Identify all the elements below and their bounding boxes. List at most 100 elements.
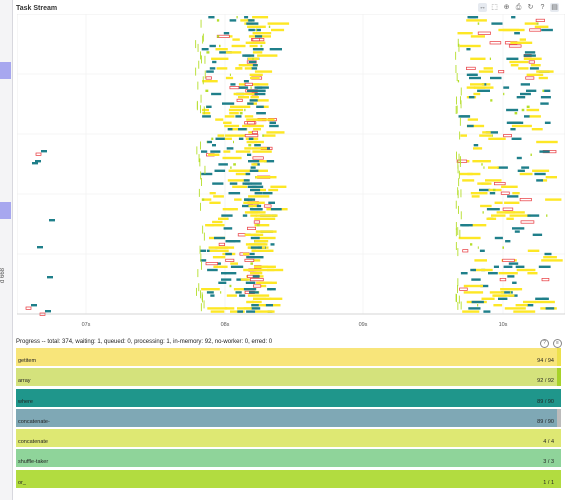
task-rect [251, 304, 268, 307]
task-rect [477, 89, 490, 92]
task-rect [225, 76, 234, 80]
progress-help-icon[interactable]: ? [540, 339, 549, 348]
task-rect [535, 18, 545, 22]
task-rect [255, 28, 261, 32]
task-rect [460, 100, 462, 109]
task-rect [200, 171, 202, 180]
task-rect [249, 99, 269, 102]
progress-bar-shuffle-taker[interactable]: shuffle-taker 3 / 3 [16, 449, 561, 468]
task-rect [458, 43, 460, 52]
task-rect [489, 41, 502, 45]
pan-icon[interactable]: ↔ [478, 3, 487, 12]
task-rect [244, 182, 252, 185]
task-rect [256, 224, 260, 227]
task-rect [511, 16, 516, 19]
task-rect [198, 283, 200, 292]
hover-icon[interactable]: ▤ [550, 3, 559, 12]
task-stream-canvas[interactable]: 07s 08s 09s 10s [16, 13, 566, 332]
help-icon[interactable]: ? [540, 4, 545, 11]
progress-task-name: concatenate [18, 439, 48, 446]
task-rect [25, 306, 32, 310]
task-rect [247, 153, 252, 156]
task-rect [248, 19, 255, 22]
task-rect [204, 55, 206, 64]
task-rect [252, 118, 275, 121]
task-rect [256, 86, 269, 89]
task-rect [253, 160, 267, 163]
task-bars [25, 16, 563, 316]
task-rect [538, 265, 551, 268]
box-zoom-icon[interactable]: ⬚ [491, 4, 498, 11]
task-rect [459, 159, 461, 167]
task-rect [506, 121, 520, 124]
task-rect [221, 214, 233, 217]
task-rect [229, 86, 240, 90]
task-rect [478, 70, 494, 73]
task-rect [249, 243, 266, 246]
task-rect [249, 99, 258, 102]
task-rect [199, 245, 201, 254]
task-rect [545, 307, 555, 310]
task-rect [463, 284, 483, 288]
task-stream-toolbar: ↔ ⬚ ⊕ ⎙ ↻ ? ▤ [478, 3, 559, 12]
task-rect [477, 304, 479, 307]
task-rect [252, 32, 262, 35]
task-rect [229, 182, 238, 185]
task-rect [256, 204, 262, 208]
task-rect [256, 112, 266, 115]
progress-bar-concatenate[interactable]: concatenate 4 / 4 [16, 429, 561, 448]
wheel-zoom-icon[interactable]: ⊕ [503, 4, 510, 11]
task-rect [491, 134, 493, 137]
task-rect [459, 44, 481, 48]
save-icon[interactable]: ⎙ [515, 4, 522, 11]
x-tick-label: 09s [359, 322, 368, 328]
task-rect [219, 51, 232, 54]
task-rect [269, 124, 279, 128]
task-rect [211, 57, 229, 60]
task-rect [223, 121, 232, 124]
x-axis-ticks: 07s 08s 09s 10s [82, 322, 508, 328]
task-rect [251, 249, 274, 252]
progress-bar-getitem[interactable]: getitem 94 / 94 [16, 348, 561, 366]
task-rect [458, 153, 460, 162]
task-rect [250, 262, 253, 265]
task-rect [254, 256, 264, 259]
task-rect [530, 64, 541, 67]
task-rect [248, 144, 252, 147]
task-rect [507, 275, 515, 278]
task-rect [230, 83, 236, 86]
task-rect [202, 35, 204, 44]
task-rect [250, 86, 252, 89]
task-rect [488, 137, 506, 140]
progress-bar-where[interactable]: where 89 / 90 [16, 388, 561, 407]
task-rect [516, 156, 522, 160]
progress-menu-icon[interactable]: ≡ [553, 339, 562, 348]
task-stream-plot[interactable]: 07s 08s 09s 10s [16, 13, 566, 332]
task-rect [201, 292, 203, 301]
task-rect [49, 219, 55, 222]
task-rect [463, 291, 484, 294]
task-rect [498, 272, 518, 275]
task-rect [212, 256, 226, 259]
task-rect [247, 121, 256, 125]
task-rect [237, 310, 243, 313]
task-rect [516, 96, 526, 99]
progress-bar-or[interactable]: or_ 1 / 1 [16, 469, 561, 488]
task-rect [498, 297, 508, 300]
progress-fill [16, 429, 557, 448]
task-rect [203, 106, 205, 115]
task-rect [457, 80, 460, 83]
task-rect [470, 35, 485, 38]
task-rect [251, 147, 267, 150]
task-rect [218, 163, 228, 166]
task-rect [244, 115, 254, 118]
task-rect [239, 294, 246, 297]
task-rect [500, 291, 513, 294]
reset-icon[interactable]: ↻ [527, 4, 534, 11]
progress-bar-concatenate[interactable]: concatenate- 89 / 90 [16, 408, 561, 427]
task-rect [217, 134, 225, 137]
task-rect [235, 115, 242, 118]
task-rect [235, 291, 242, 294]
task-rect [221, 272, 227, 275]
progress-bar-array[interactable]: array 92 / 92 [16, 368, 561, 387]
